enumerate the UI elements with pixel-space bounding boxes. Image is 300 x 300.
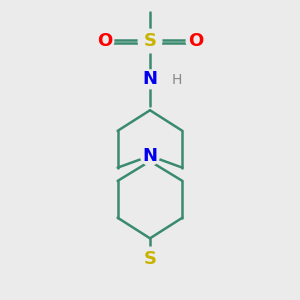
Circle shape	[95, 32, 114, 50]
Circle shape	[138, 247, 162, 271]
Text: S: S	[143, 32, 157, 50]
Circle shape	[138, 29, 162, 53]
Text: N: N	[142, 147, 158, 165]
Circle shape	[170, 74, 183, 87]
Text: S: S	[143, 250, 157, 268]
Circle shape	[141, 146, 159, 165]
Circle shape	[141, 70, 159, 89]
Text: O: O	[188, 32, 203, 50]
Text: N: N	[142, 70, 158, 88]
Circle shape	[186, 32, 205, 50]
Text: H: H	[171, 73, 182, 87]
Text: O: O	[97, 32, 112, 50]
